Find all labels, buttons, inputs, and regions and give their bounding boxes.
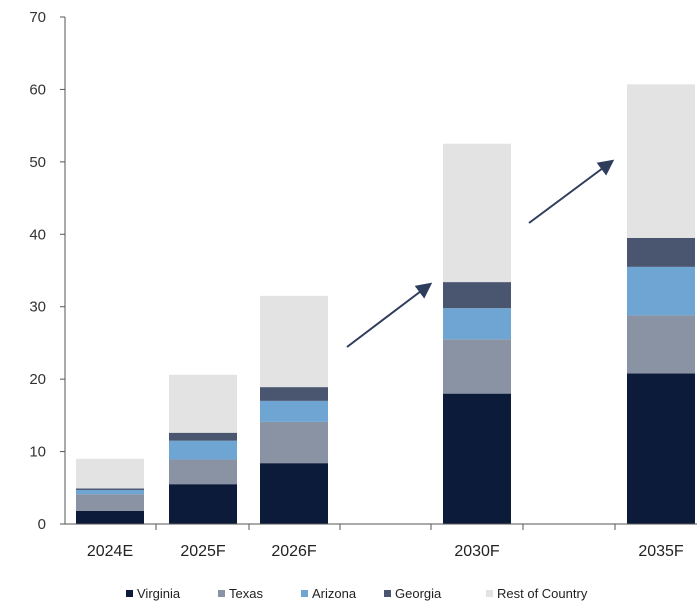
bar-segment-georgia-2025f — [169, 432, 237, 441]
bar-segment-rest-of-country-2025f — [169, 374, 237, 433]
bar-segment-georgia-2030f — [443, 282, 511, 309]
bar-segment-texas-2025f — [169, 459, 237, 485]
bar-segment-texas-2026f — [260, 421, 328, 464]
bar-segment-arizona-2024e — [76, 489, 144, 495]
bar-segment-virginia-2026f — [260, 463, 328, 524]
trend-arrow — [528, 159, 615, 224]
legend-swatch — [301, 590, 308, 597]
bar-segment-texas-2035f — [627, 315, 695, 374]
trend-arrow — [346, 282, 433, 348]
legend-label: Arizona — [312, 586, 357, 601]
annotations-group — [346, 159, 615, 348]
legend-swatch — [486, 590, 493, 597]
bar-segment-virginia-2030f — [443, 393, 511, 524]
x-tick-label: 2035F — [638, 543, 684, 560]
y-tick-label: 20 — [29, 371, 46, 388]
bar-segment-arizona-2035f — [627, 266, 695, 316]
y-tick-label: 60 — [29, 81, 46, 98]
bar-segment-virginia-2024e — [76, 510, 144, 524]
bar-segment-rest-of-country-2030f — [443, 143, 511, 283]
bar-segment-georgia-2024e — [76, 488, 144, 490]
x-tick-label: 2026F — [271, 543, 317, 560]
bar-segment-rest-of-country-2026f — [260, 295, 328, 388]
y-tick-label: 50 — [29, 154, 46, 171]
legend-swatch — [126, 590, 133, 597]
legend-label: Texas — [229, 586, 263, 601]
bar-segment-arizona-2030f — [443, 308, 511, 340]
bar-segment-rest-of-country-2035f — [627, 84, 695, 238]
legend-label: Virginia — [137, 586, 181, 601]
y-tick-label: 0 — [38, 516, 46, 533]
y-tick-label: 40 — [29, 226, 46, 243]
legend: Virginia Texas Arizona Georgia Rest of Count… — [126, 586, 588, 601]
axes-group: 0 10 20 30 40 50 60 70 2024E 2025F 2026F 2030F 2035F — [29, 9, 697, 560]
bar-segment-georgia-2026f — [260, 387, 328, 401]
y-tick-label: 30 — [29, 299, 46, 316]
bar-segment-rest-of-country-2024e — [76, 458, 144, 489]
legend-label: Rest of Country — [497, 586, 588, 601]
y-tick-label: 70 — [29, 9, 46, 26]
x-tick-label: 2025F — [180, 543, 226, 560]
y-tick-label: 10 — [29, 444, 46, 461]
bar-segment-arizona-2025f — [169, 440, 237, 460]
bar-segment-georgia-2035f — [627, 237, 695, 267]
legend-label: Georgia — [395, 586, 442, 601]
bar-segment-arizona-2026f — [260, 400, 328, 422]
x-tick-label: 2030F — [454, 543, 500, 560]
bar-segment-virginia-2035f — [627, 373, 695, 524]
legend-swatch — [218, 590, 225, 597]
bar-segment-texas-2024e — [76, 494, 144, 511]
bar-segment-virginia-2025f — [169, 484, 237, 524]
bar-segment-texas-2030f — [443, 339, 511, 394]
x-tick-label: 2024E — [87, 543, 133, 560]
legend-swatch — [384, 590, 391, 597]
bars-group — [76, 84, 695, 524]
